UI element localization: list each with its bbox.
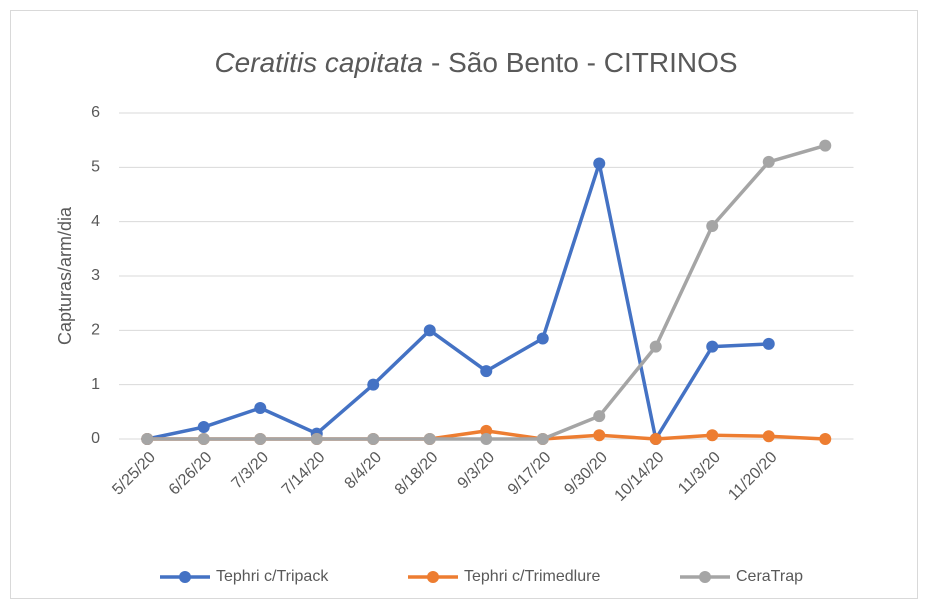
data-point — [254, 402, 267, 415]
series-line — [146, 161, 769, 441]
y-tick-label: 0 — [91, 430, 100, 447]
data-point — [367, 378, 380, 391]
data-point — [480, 365, 493, 378]
data-point — [197, 421, 210, 434]
data-point — [254, 433, 267, 445]
y-axis-label: Capturas/arm/dia — [55, 206, 75, 345]
chart-border — [10, 10, 918, 599]
title-text: - São Bento - CITRINOS — [431, 47, 738, 78]
data-point — [536, 332, 549, 345]
y-tick-label: 3 — [91, 267, 100, 284]
data-point — [141, 433, 154, 445]
data-point — [762, 337, 775, 350]
data-point — [649, 433, 662, 445]
data-point — [423, 324, 436, 337]
data-point — [423, 433, 436, 445]
legend-label: Tephri c/Trimedlure — [464, 568, 600, 585]
data-point — [593, 410, 606, 423]
data-point — [310, 433, 323, 445]
legend-marker — [699, 571, 711, 583]
data-point — [649, 340, 662, 353]
data-point — [762, 155, 775, 168]
data-point — [706, 429, 719, 442]
data-point — [593, 157, 606, 170]
y-tick-label: 4 — [91, 213, 100, 230]
legend-marker — [427, 571, 439, 583]
data-point — [819, 433, 832, 445]
data-point — [480, 433, 493, 445]
data-point — [593, 429, 606, 442]
legend-label: CeraTrap — [736, 568, 803, 585]
data-point — [706, 220, 719, 233]
y-tick-label: 5 — [91, 159, 100, 176]
chart-title: Ceratitis capitata - São Bento - CITRINOS — [214, 47, 737, 78]
data-point — [367, 433, 380, 445]
data-point — [536, 433, 549, 445]
data-point — [197, 433, 210, 445]
legend-marker — [179, 571, 191, 583]
legend-label: Tephri c/Tripack — [216, 568, 329, 585]
y-tick-label: 1 — [91, 376, 100, 393]
y-tick-label: 6 — [91, 104, 100, 121]
title-italic: Ceratitis capitata — [214, 47, 423, 78]
data-point — [762, 430, 775, 443]
data-point — [706, 340, 719, 353]
y-tick-label: 2 — [91, 322, 100, 339]
data-point — [819, 139, 832, 152]
